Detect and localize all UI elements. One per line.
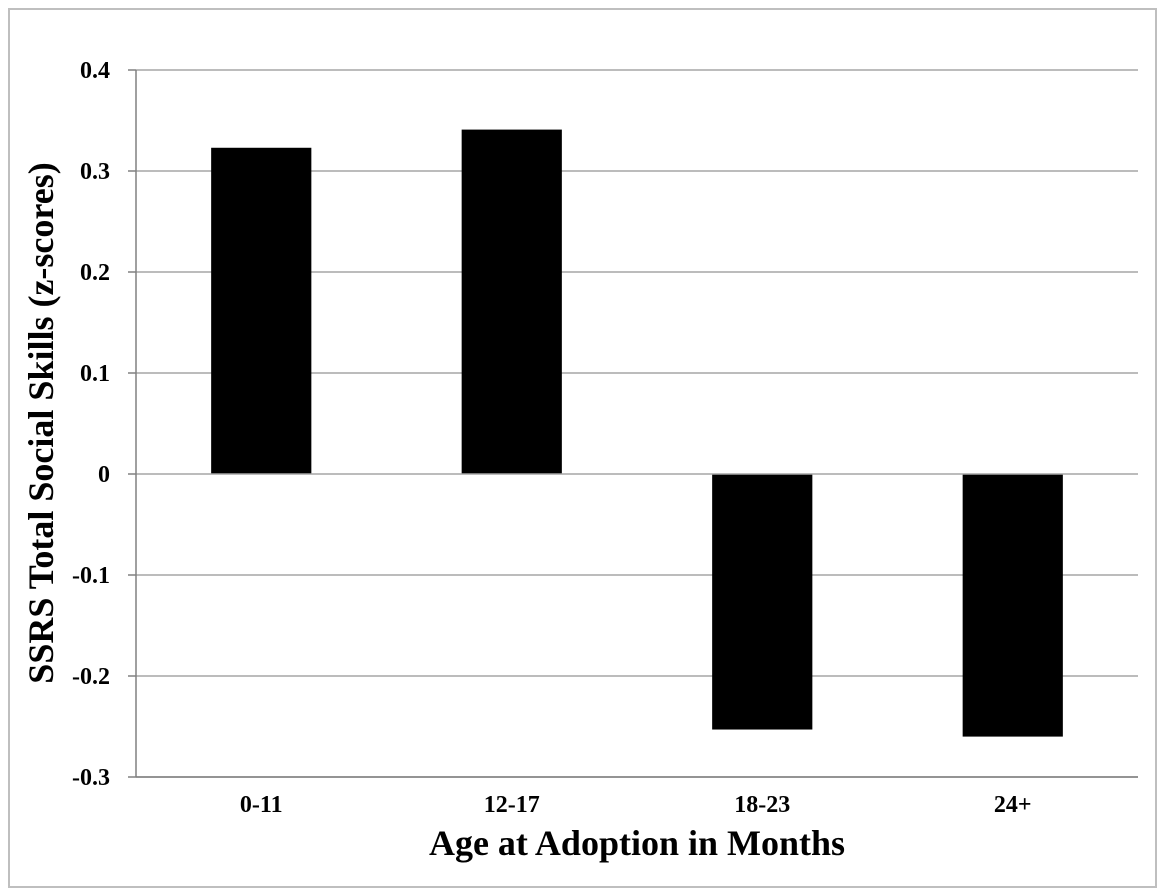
y-tick-label: 0.4 bbox=[80, 58, 110, 84]
bar-24+ bbox=[962, 474, 1063, 737]
y-tick-label: -0.1 bbox=[72, 563, 110, 589]
bars bbox=[211, 129, 1063, 737]
x-axis-title: Age at Adoption in Months bbox=[429, 823, 845, 863]
y-tick-label: -0.2 bbox=[72, 664, 110, 690]
y-tick-label: -0.3 bbox=[72, 765, 110, 791]
y-tick-label: 0 bbox=[98, 462, 110, 488]
bar-18-23 bbox=[712, 474, 813, 730]
x-tick-label: 0-11 bbox=[240, 792, 283, 818]
axes bbox=[128, 69, 1138, 778]
bar-0-11 bbox=[211, 147, 312, 474]
y-tick-label: 0.1 bbox=[80, 361, 110, 387]
y-tick-labels: 0.4 0.3 0.2 0.1 0 -0.1 -0.2 -0.3 bbox=[72, 58, 110, 791]
y-tick-label: 0.2 bbox=[80, 260, 110, 286]
x-tick-labels: 0-11 12-17 18-23 24+ bbox=[240, 792, 1032, 818]
y-axis-title: SSRS Total Social Skills (z-scores) bbox=[21, 162, 61, 683]
y-tick-label: 0.3 bbox=[80, 159, 110, 185]
x-tick-label: 18-23 bbox=[734, 792, 790, 818]
x-tick-label: 12-17 bbox=[484, 792, 540, 818]
x-tick-label: 24+ bbox=[994, 792, 1032, 818]
bar-12-17 bbox=[461, 129, 562, 474]
